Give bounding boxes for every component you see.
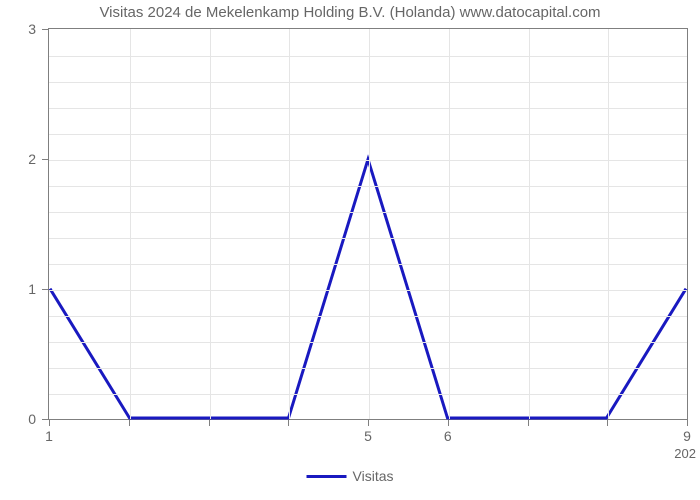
- gridline-major-h: [49, 160, 687, 161]
- gridline-minor-h: [49, 186, 687, 187]
- gridline-major-h: [49, 290, 687, 291]
- x-tick: [687, 420, 688, 426]
- gridline-minor-h: [49, 368, 687, 369]
- gridline-major-v: [130, 29, 131, 419]
- legend-swatch: [307, 475, 347, 478]
- gridline-minor-h: [49, 342, 687, 343]
- gridline-major-v: [289, 29, 290, 419]
- y-tick: [42, 29, 48, 30]
- chart-title: Visitas 2024 de Mekelenkamp Holding B.V.…: [0, 4, 700, 21]
- y-tick-label: 3: [0, 21, 36, 37]
- y-tick-label: 2: [0, 151, 36, 167]
- x-tick: [49, 420, 50, 426]
- x-tick: [288, 420, 289, 426]
- y-tick-label: 0: [0, 411, 36, 427]
- gridline-major-v: [210, 29, 211, 419]
- gridline-minor-h: [49, 108, 687, 109]
- x-tick: [209, 420, 210, 426]
- y-tick: [42, 419, 48, 420]
- gridline-major-v: [608, 29, 609, 419]
- x-tick: [448, 420, 449, 426]
- plot-area: [48, 28, 688, 420]
- x-tick: [368, 420, 369, 426]
- x-tick: [607, 420, 608, 426]
- legend: Visitas: [307, 468, 394, 484]
- bottom-right-text: 202: [674, 446, 696, 461]
- x-tick-label: 6: [428, 428, 468, 444]
- x-tick: [528, 420, 529, 426]
- gridline-minor-h: [49, 264, 687, 265]
- gridline-major-v: [529, 29, 530, 419]
- series-line: [49, 29, 687, 419]
- chart-container: Visitas 2024 de Mekelenkamp Holding B.V.…: [0, 0, 700, 500]
- gridline-minor-h: [49, 238, 687, 239]
- y-tick: [42, 159, 48, 160]
- x-tick: [129, 420, 130, 426]
- gridline-major-v: [449, 29, 450, 419]
- y-tick-label: 1: [0, 281, 36, 297]
- gridline-minor-h: [49, 316, 687, 317]
- gridline-major-v: [369, 29, 370, 419]
- x-tick-label: 5: [348, 428, 388, 444]
- gridline-minor-h: [49, 394, 687, 395]
- series-polyline: [50, 159, 686, 418]
- gridline-minor-h: [49, 134, 687, 135]
- x-tick-label: 1: [29, 428, 69, 444]
- gridline-minor-h: [49, 56, 687, 57]
- y-tick: [42, 289, 48, 290]
- gridline-minor-h: [49, 212, 687, 213]
- legend-label: Visitas: [353, 468, 394, 484]
- x-tick-label: 9: [667, 428, 700, 444]
- gridline-minor-h: [49, 82, 687, 83]
